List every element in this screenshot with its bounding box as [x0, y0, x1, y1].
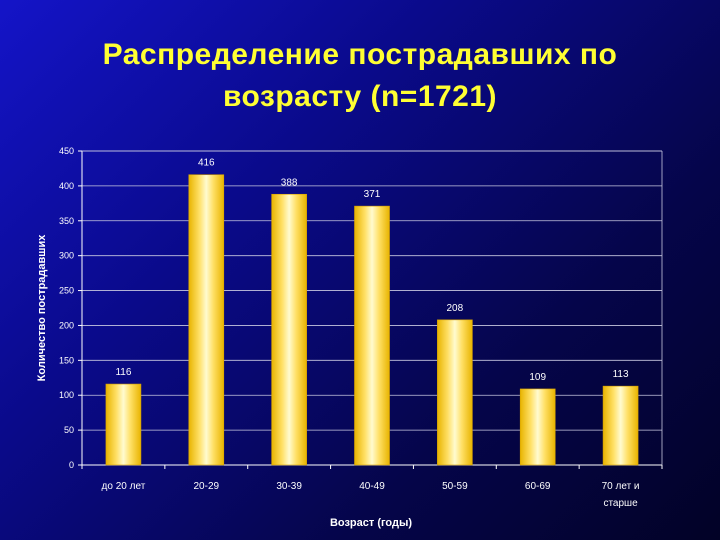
- category-label: 60-69: [525, 481, 551, 492]
- y-tick-label: 100: [59, 390, 74, 400]
- y-tick-label: 50: [64, 425, 74, 435]
- bar: [105, 383, 142, 466]
- category-label: старше: [603, 498, 638, 509]
- data-label: 208: [447, 303, 464, 314]
- category-label: 40-49: [359, 481, 385, 492]
- bar: [602, 385, 639, 466]
- x-axis-label: Возраст (годы): [330, 517, 412, 529]
- y-tick-label: 0: [69, 460, 74, 470]
- data-label: 416: [198, 158, 215, 169]
- category-label: 20-29: [193, 481, 219, 492]
- slide-title: Распределение пострадавших по возрасту (…: [40, 34, 680, 118]
- data-label: 109: [529, 372, 546, 383]
- y-tick-label: 150: [59, 355, 74, 365]
- y-tick-label: 300: [59, 251, 74, 261]
- bar: [271, 193, 307, 466]
- bars: [105, 174, 639, 466]
- category-label: до 20 лет: [102, 481, 146, 492]
- data-label: 116: [115, 367, 131, 378]
- y-tick-label: 400: [59, 181, 74, 191]
- slide-title-line-1: Распределение пострадавших по: [102, 38, 618, 71]
- bar: [354, 205, 390, 466]
- data-label: 113: [613, 369, 629, 380]
- y-tick-label: 450: [59, 146, 74, 156]
- slide-title-line-2: возрасту (n=1721): [222, 80, 498, 113]
- category-label: 70 лет и: [602, 481, 640, 492]
- category-labels: до 20 лет 20-29 30-39 40-49 50-59 60-69 70 лет…: [102, 481, 640, 509]
- bar: [437, 319, 473, 466]
- y-axis-label: Количество пострадавших: [36, 234, 48, 382]
- category-label: 50-59: [442, 481, 468, 492]
- category-label: 30-39: [276, 481, 302, 492]
- data-label: 371: [364, 189, 381, 200]
- y-tick-label: 350: [59, 216, 74, 226]
- bar: [188, 174, 225, 466]
- y-tick-label: 250: [59, 286, 74, 296]
- y-tick-label: 200: [59, 320, 74, 330]
- data-label: 388: [281, 177, 298, 188]
- y-tick-labels: 0 50 100 150 200 250 300 350 400 450: [59, 146, 74, 470]
- data-labels: 116 416 388 371 208 109 113: [115, 158, 629, 383]
- bar: [519, 388, 556, 466]
